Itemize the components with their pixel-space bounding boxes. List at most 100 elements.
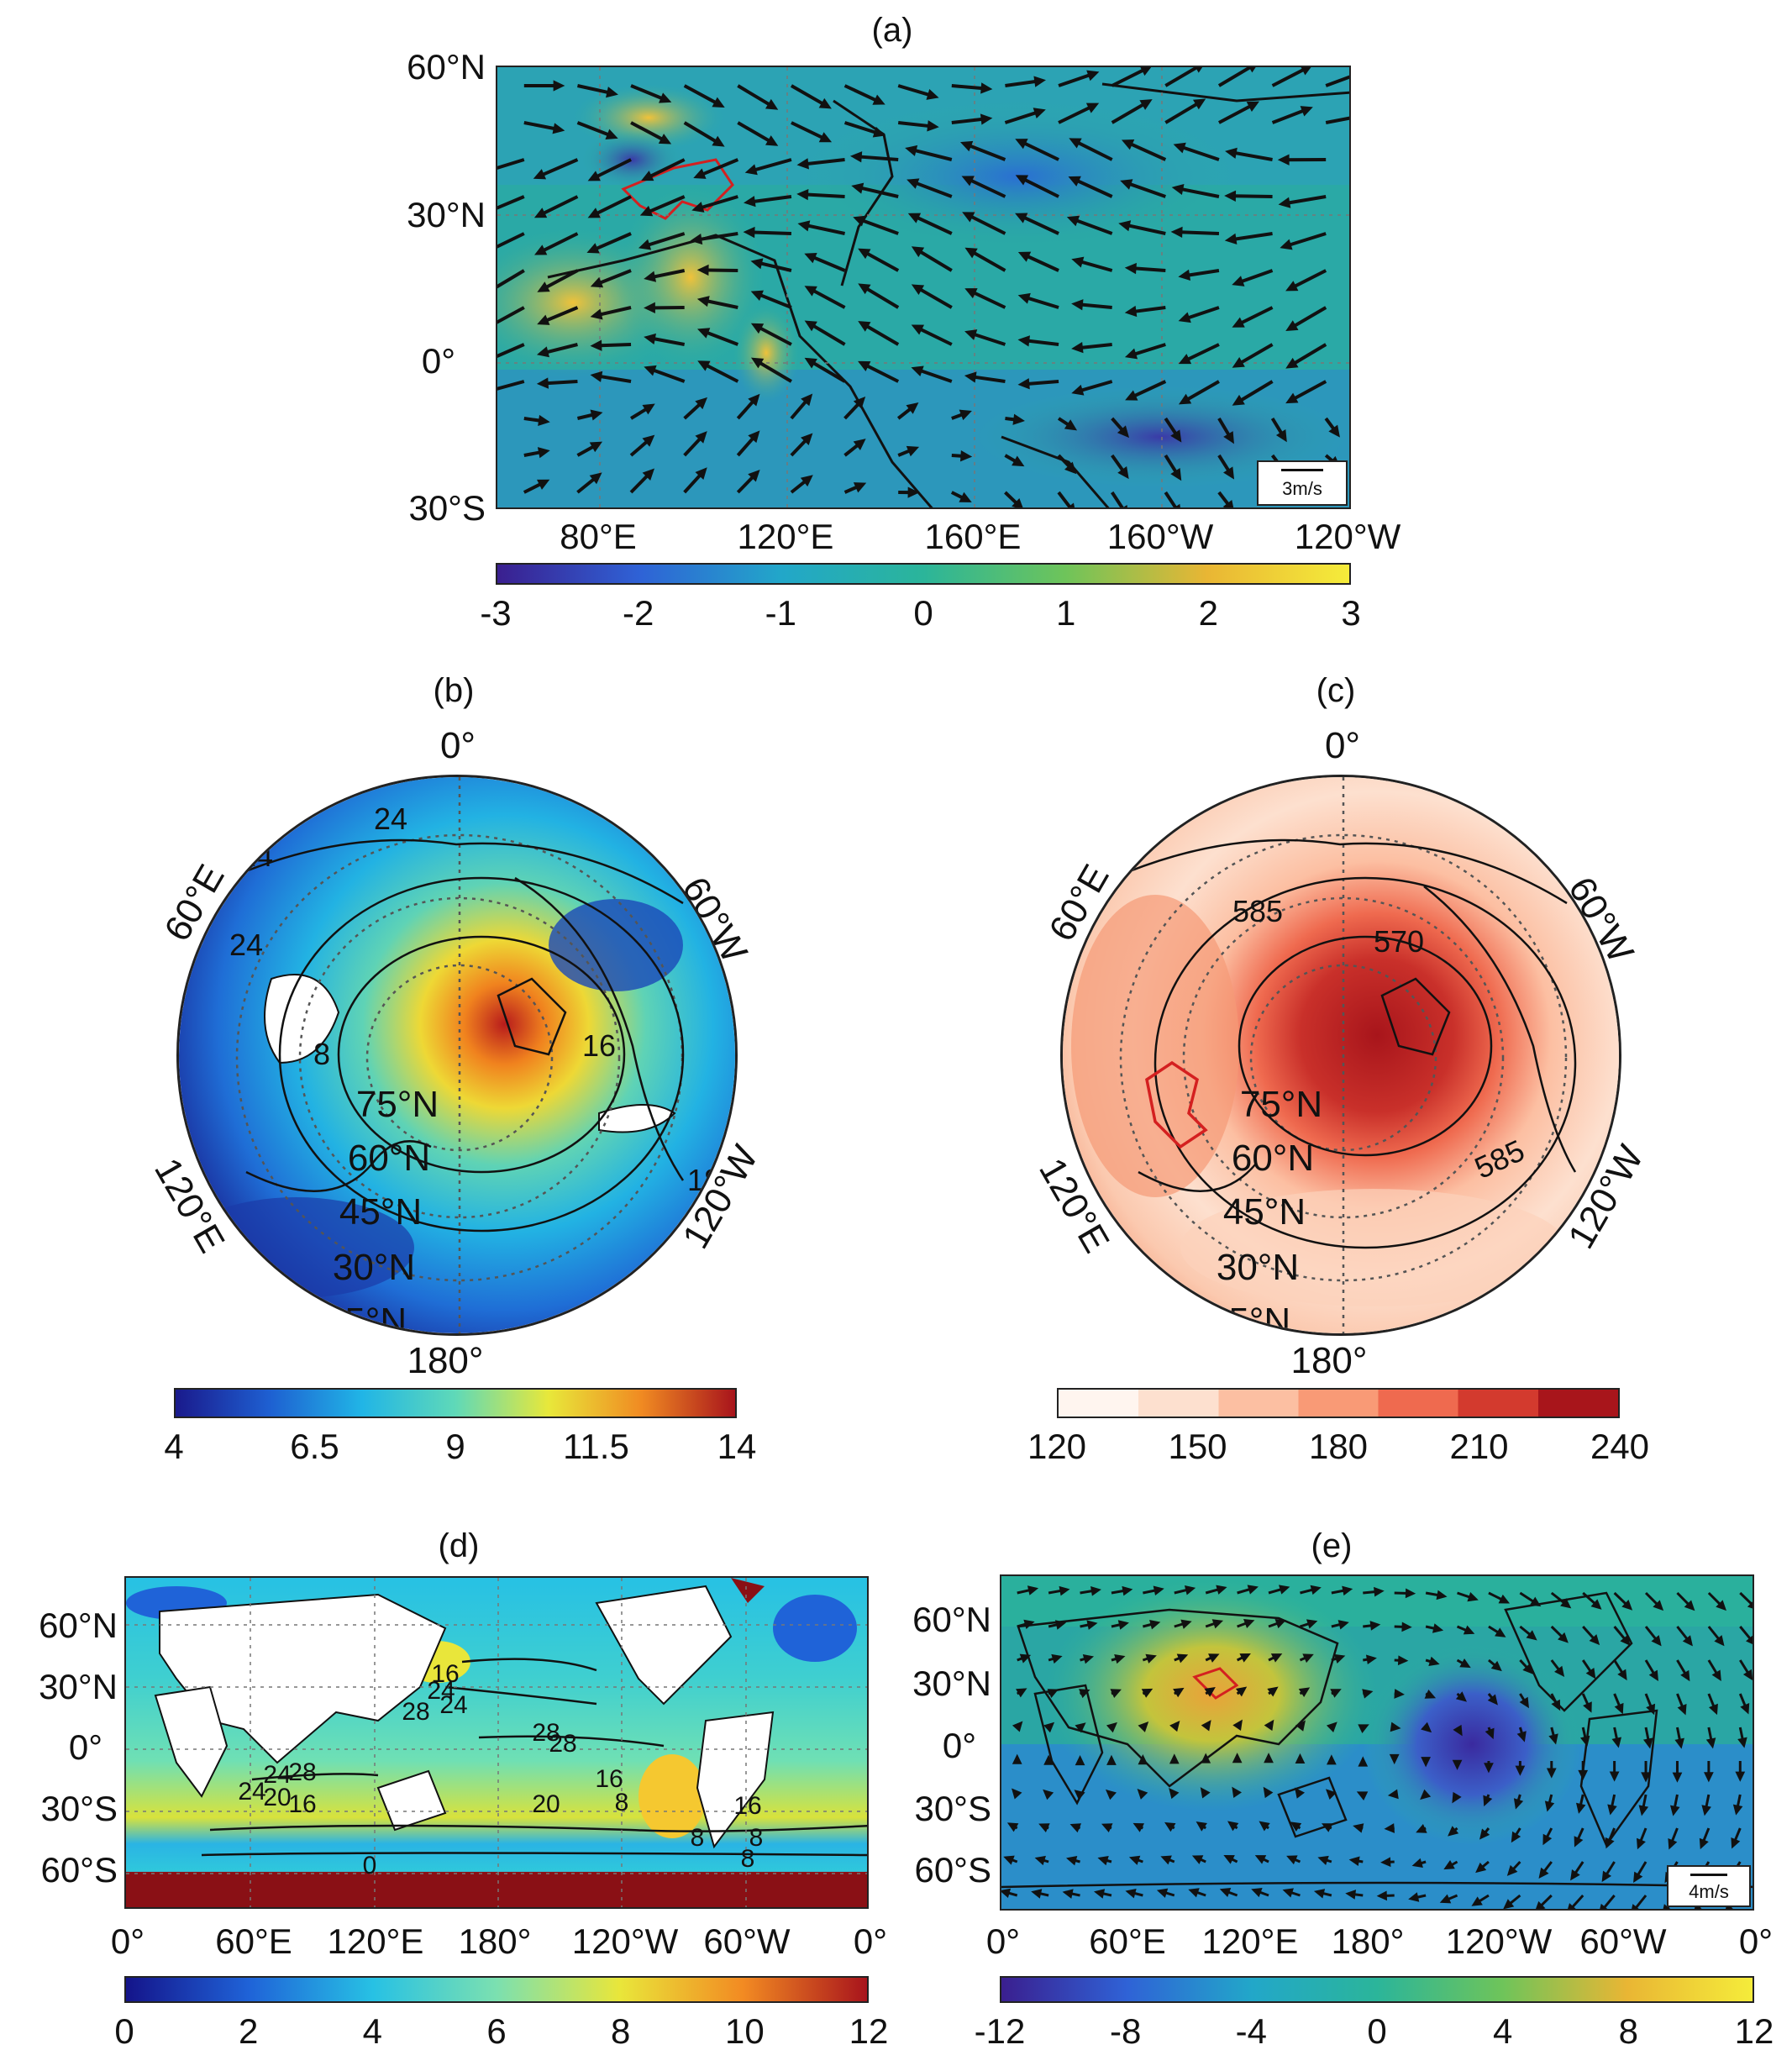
wind-vector-arrowhead [1614,1702,1624,1715]
wind-vector-arrowhead [1067,502,1075,507]
wind-vector-arrowhead [1330,1689,1342,1698]
wind-vector-arrowhead [1611,1737,1622,1748]
wind-vector-arrowhead [1012,1753,1022,1764]
wind-vector-arrowhead [1170,429,1182,443]
wind-vector-arrowhead [1436,1590,1448,1601]
wind-vector-arrowhead [1327,1754,1337,1765]
wind-vector-arrowhead [696,296,710,307]
wind-vector-arrowhead [1558,1632,1569,1643]
wind-vector-arrowhead [1227,1821,1239,1832]
wind-vector-arrowhead [1390,1721,1401,1732]
wind-vector-arrowhead [1475,1862,1487,1874]
colorbar-tick-label: 120 [1027,1427,1087,1466]
wind-vector-arrowhead [1034,1855,1046,1866]
colorbar-tick-label: 210 [1449,1427,1509,1466]
panel-c-lat-label: 60°N [1231,1138,1315,1179]
wind-vector-arrowhead [959,450,973,462]
wind-vector-arrowhead [1138,1721,1149,1732]
panel-e-lon-label: 120°E [1201,1921,1299,1961]
wind-vector-arrowhead [1012,413,1025,425]
wind-vector-arrowhead [1302,1653,1314,1664]
wind-vector-arrowhead [553,80,565,92]
wind-vector-arrowhead [1515,1765,1526,1776]
wind-vector-arrowhead [1708,1703,1718,1716]
wind-vector-arrowhead [1663,1904,1671,1909]
wind-vector-arrowhead [1074,1790,1085,1800]
wind-vector-arrowhead [1746,1635,1753,1645]
colorbar-tick-label: 10 [724,2011,765,2051]
wind-vector-arrowhead [1278,197,1291,208]
wind-vector-arrowhead [1568,1903,1576,1909]
wind-vector-arrowhead [1064,461,1077,475]
wind-vector-arrowhead [1066,1856,1078,1866]
wind-vector-arrowhead [1195,67,1203,73]
wind-vector-arrowhead [1153,1585,1164,1595]
colorbar-tick-label: -3 [480,593,512,633]
wind-vector-arrowhead [641,171,654,181]
wind-vector-arrowhead [1191,1855,1204,1864]
panel-e-lon-label: 60°W [1579,1921,1667,1961]
wind-vector-arrowhead [964,371,977,383]
wind-vector-arrowhead [1646,1703,1656,1716]
panel-e-lat-label: 60°S [914,1850,991,1890]
wind-vector-arrowhead [907,486,920,498]
wind-vector-arrowhead [927,120,939,132]
wind-vector-arrowhead [1590,1599,1602,1610]
colorbar-tick-label: 4 [1492,2011,1513,2051]
wind-vector-arrowhead [1031,1889,1043,1899]
panel-a-lat-label: 30°S [408,488,486,528]
colorbar-tick-label: 12 [849,2011,889,2051]
wind-vector-arrowhead [1742,1669,1753,1681]
wind-vector-arrowhead [1513,1798,1524,1810]
scale-arrow-icon [1690,1874,1727,1876]
wind-vector-arrowhead [1479,1828,1490,1840]
wind-vector-arrowhead [1033,76,1046,87]
wind-vector-arrowhead [1235,1686,1248,1697]
wind-vector-arrowhead [1463,1625,1475,1635]
panel-a-lat-label: 0° [421,341,455,381]
panel-b-contour-label: 24 [229,928,264,962]
wind-vector-arrowhead [1326,1721,1337,1732]
panel-c-map-svg [1063,777,1619,1333]
wind-vector-arrowhead [1632,1904,1639,1909]
wind-vector-arrowhead [1062,1889,1074,1899]
colorbar-tick-label: -4 [1235,2011,1268,2051]
wind-vector-arrowhead [911,324,925,335]
wind-vector-arrowhead [872,94,885,105]
wind-vector-arrow [497,195,525,210]
wind-vector-arrowhead [1106,1754,1117,1765]
wind-vector-arrowhead [1487,1694,1498,1706]
wind-vector-arrowhead [1054,1620,1067,1630]
wind-vector-arrowhead [1740,1703,1750,1715]
wind-vector-arrowhead [1298,1687,1311,1697]
wind-vector-arrowhead [1285,281,1299,292]
wind-vector-arrowhead [1448,1826,1459,1837]
colorbar-tick-label: -2 [622,593,654,633]
wind-vector-arrowhead [1503,1899,1515,1909]
wind-vector-arrowhead [849,151,863,163]
wind-vector-arrowhead [1356,1791,1369,1800]
panel-e-global-map: 4m/s [1000,1574,1754,1911]
wind-vector-arrowhead [1704,1772,1714,1783]
panel-b-contour-label: 16 [581,1028,617,1063]
panel-d-contour-label: 20 [532,1790,560,1818]
wind-vector-arrowhead [537,447,550,459]
wind-vector-arrowhead [1705,1737,1716,1749]
wind-vector-arrowhead [1012,455,1025,467]
panel-d-map-svg [126,1578,867,1907]
wind-vector-arrowhead [1522,1663,1533,1674]
wind-vector-arrowhead [1380,1857,1391,1868]
wind-vector-arrowhead [1394,1689,1405,1699]
wind-vector-arrowhead [1653,1600,1664,1611]
wind-vector-arrow [1164,491,1178,507]
wind-vector-arrowhead [1219,1888,1232,1898]
panel-c-lon-label: 180° [1290,1340,1368,1381]
wind-vector-arrowhead [590,371,603,382]
wind-vector-arrowhead [1483,1795,1493,1807]
wind-vector-arrowhead [797,220,811,232]
colorbar-tick-label: 2 [1198,593,1219,633]
wind-vector-arrowhead [1069,1823,1082,1833]
wind-vector-arrowhead [1353,1823,1364,1833]
panel-d-contour-label: 0 [362,1852,377,1879]
panel-d-lat-label: 30°S [40,1789,118,1828]
